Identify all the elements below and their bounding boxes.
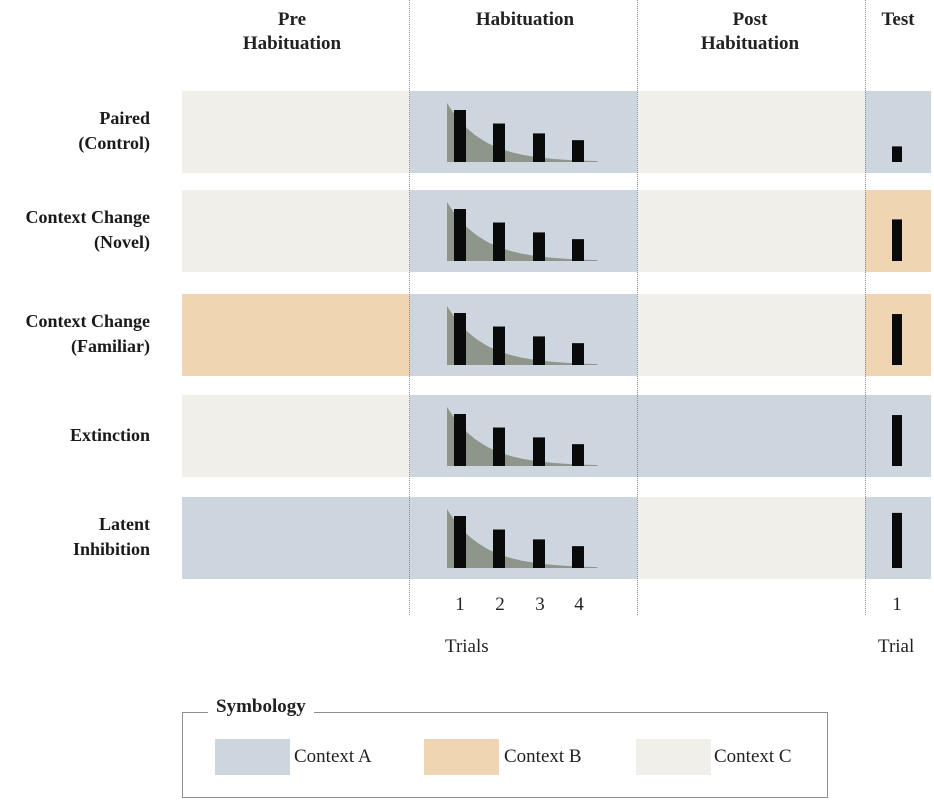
habituation-bar-trial-2 (493, 529, 505, 568)
header-pre-habituation: Pre Habituation (242, 9, 342, 54)
context-band-post (637, 190, 865, 272)
separator-post-test (865, 0, 866, 615)
trial-number-3: 3 (535, 594, 545, 615)
habituation-decay-curve (447, 509, 598, 568)
row-label: Latent Inhibition (72, 514, 150, 559)
legend-label-context-c: Context C (714, 746, 792, 767)
trials-axis-label: Trials (445, 636, 489, 657)
separator-pre-hab (409, 0, 410, 615)
habituation-bar-trial-3 (533, 539, 545, 568)
row-label: Paired (Control) (78, 108, 150, 153)
context-band-post (637, 91, 865, 173)
habituation-bar-trial-1 (454, 209, 466, 261)
habituation-bar-trial-1 (454, 414, 466, 466)
header-post-habituation: Post Habituation (700, 9, 800, 54)
habituation-bar-trial-4 (572, 444, 584, 466)
legend-label-context-b: Context B (504, 746, 582, 767)
context-band-post (637, 395, 865, 477)
legend-swatch-context-a (215, 739, 290, 775)
context-band-post (637, 497, 865, 579)
trial-number-1: 1 (455, 594, 465, 615)
row-label: Context Change (Familiar) (25, 311, 151, 356)
habituation-bar-trial-3 (533, 232, 545, 261)
habituation-decay-curve (447, 202, 598, 261)
habituation-bar-trial-4 (572, 343, 584, 365)
habituation-bar-trial-1 (454, 516, 466, 568)
legend-title: Symbology (208, 696, 314, 718)
context-band-pre (182, 395, 410, 477)
habituation-bar-trial-4 (572, 140, 584, 162)
habituation-decay-curve (447, 103, 598, 162)
legend-label-context-a: Context A (294, 746, 372, 767)
header-habituation: Habituation (475, 9, 575, 30)
separator-hab-post (637, 0, 638, 615)
habituation-bar-trial-3 (533, 437, 545, 466)
context-band-pre (182, 294, 410, 376)
habituation-bar-trial-1 (454, 313, 466, 365)
habituation-decay-curve (447, 306, 598, 365)
row-label: Context Change (Novel) (25, 207, 151, 252)
trial-number-4: 4 (574, 594, 584, 615)
legend-swatch-context-b (424, 739, 499, 775)
habituation-bar-trial-4 (572, 239, 584, 261)
test-response-bar (892, 219, 902, 261)
legend-swatch-context-c (636, 739, 711, 775)
test-trial-number-1: 1 (892, 594, 902, 615)
context-band-pre (182, 497, 410, 579)
test-response-bar (892, 415, 902, 466)
trial-number-2: 2 (495, 594, 505, 615)
habituation-decay-curve (447, 407, 598, 466)
habituation-bar-trial-2 (493, 222, 505, 261)
context-band-pre (182, 190, 410, 272)
row-label: Extinction (69, 424, 150, 445)
test-response-bar (892, 314, 902, 365)
test-response-bar (892, 512, 902, 568)
test-response-bar (892, 146, 902, 162)
context-band-pre (182, 91, 410, 173)
habituation-bar-trial-4 (572, 546, 584, 568)
habituation-bar-trial-1 (454, 110, 466, 162)
habituation-bar-trial-2 (493, 427, 505, 466)
habituation-bar-trial-2 (493, 123, 505, 162)
habituation-bar-trial-2 (493, 326, 505, 365)
legend-box (182, 712, 828, 798)
habituation-bar-trial-3 (533, 336, 545, 365)
test-trial-axis-label: Trial (878, 636, 915, 657)
header-test: Test (881, 9, 915, 30)
habituation-bar-trial-3 (533, 133, 545, 162)
context-band-post (637, 294, 865, 376)
